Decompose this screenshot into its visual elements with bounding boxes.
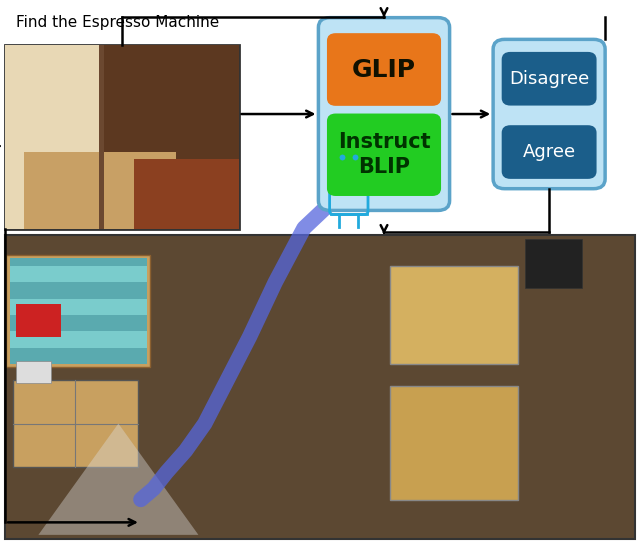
FancyBboxPatch shape — [16, 361, 51, 383]
FancyBboxPatch shape — [134, 159, 239, 229]
FancyBboxPatch shape — [24, 151, 176, 229]
Text: Instruct
BLIP: Instruct BLIP — [338, 132, 430, 177]
FancyBboxPatch shape — [6, 255, 150, 367]
FancyBboxPatch shape — [10, 258, 147, 266]
FancyBboxPatch shape — [10, 348, 147, 364]
FancyBboxPatch shape — [103, 45, 239, 165]
FancyBboxPatch shape — [10, 331, 147, 348]
FancyBboxPatch shape — [5, 45, 239, 229]
FancyBboxPatch shape — [390, 386, 518, 500]
FancyBboxPatch shape — [503, 53, 595, 104]
FancyBboxPatch shape — [503, 126, 595, 178]
FancyBboxPatch shape — [5, 45, 110, 229]
FancyBboxPatch shape — [525, 239, 582, 288]
Text: GLIP: GLIP — [352, 58, 416, 81]
FancyBboxPatch shape — [5, 235, 635, 539]
Text: Disagree: Disagree — [509, 70, 589, 88]
FancyBboxPatch shape — [10, 266, 147, 282]
FancyBboxPatch shape — [10, 282, 147, 299]
Text: Find the Espresso Machine: Find the Espresso Machine — [16, 15, 220, 30]
FancyBboxPatch shape — [99, 45, 104, 229]
FancyBboxPatch shape — [319, 18, 450, 210]
FancyBboxPatch shape — [390, 266, 518, 364]
FancyBboxPatch shape — [16, 304, 61, 337]
FancyBboxPatch shape — [10, 299, 147, 315]
FancyBboxPatch shape — [493, 39, 605, 188]
FancyBboxPatch shape — [10, 315, 147, 331]
Text: Agree: Agree — [522, 143, 576, 161]
FancyBboxPatch shape — [13, 380, 138, 467]
FancyBboxPatch shape — [328, 34, 440, 105]
Polygon shape — [38, 424, 198, 535]
FancyBboxPatch shape — [328, 115, 440, 195]
